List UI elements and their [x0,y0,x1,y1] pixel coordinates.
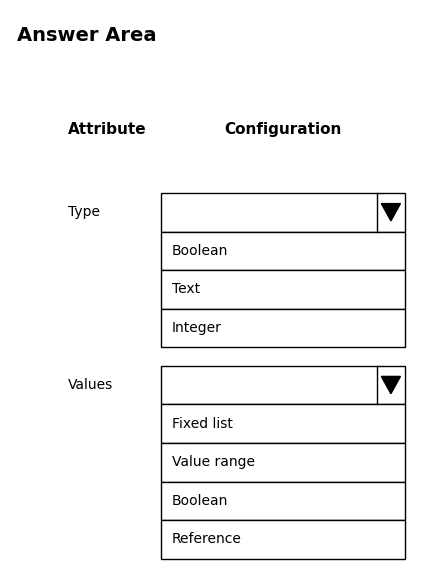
Polygon shape [381,204,400,221]
Text: Boolean: Boolean [172,244,228,258]
Bar [161,270,405,309]
Bar [161,443,405,482]
Bar [161,232,405,270]
Text: Integer: Integer [172,321,222,335]
Bar [161,366,405,404]
Text: Values: Values [68,378,113,392]
Bar [161,520,405,559]
Polygon shape [381,377,400,394]
Text: Answer Area: Answer Area [17,26,156,45]
Bar [161,309,405,347]
Text: Type: Type [68,205,100,219]
Text: Text: Text [172,282,200,297]
Text: Fixed list: Fixed list [172,416,233,431]
Text: Configuration: Configuration [224,122,342,137]
Text: Value range: Value range [172,455,255,469]
Bar [161,482,405,520]
Text: Boolean: Boolean [172,494,228,508]
Bar [161,193,405,232]
Bar [161,404,405,443]
Text: Reference: Reference [172,532,242,547]
Text: Attribute: Attribute [68,122,146,137]
